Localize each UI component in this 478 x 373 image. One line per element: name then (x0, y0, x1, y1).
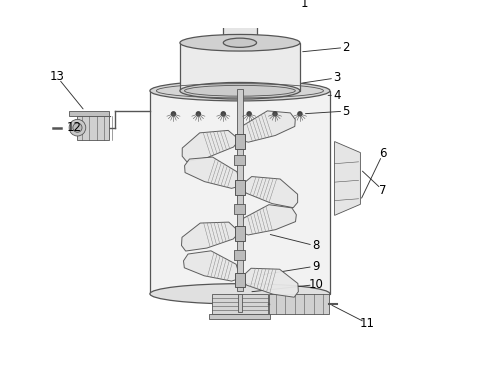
Bar (69, 111, 109, 116)
Bar (235, 226, 245, 241)
Circle shape (172, 112, 175, 116)
Ellipse shape (150, 284, 330, 304)
Circle shape (69, 119, 86, 136)
Polygon shape (184, 251, 240, 281)
Bar (212, 294, 268, 314)
Ellipse shape (180, 34, 300, 51)
Polygon shape (240, 176, 298, 208)
Ellipse shape (223, 15, 257, 24)
Polygon shape (185, 157, 240, 188)
Circle shape (221, 112, 225, 116)
Text: 7: 7 (379, 184, 387, 197)
Circle shape (196, 112, 200, 116)
Text: 4: 4 (333, 89, 341, 102)
Bar (150, 91, 330, 294)
Bar (235, 134, 245, 149)
Bar (237, 89, 243, 291)
Text: 12: 12 (66, 121, 81, 134)
Bar (235, 180, 245, 195)
Bar (234, 156, 246, 164)
Text: 5: 5 (342, 104, 350, 117)
Polygon shape (182, 222, 239, 251)
Text: 6: 6 (379, 147, 387, 160)
Bar (238, 294, 242, 312)
Text: 13: 13 (50, 70, 65, 84)
Circle shape (247, 112, 251, 116)
Text: 9: 9 (312, 260, 319, 273)
Polygon shape (239, 205, 296, 235)
Ellipse shape (180, 82, 300, 99)
Bar (270, 294, 329, 314)
Bar (234, 204, 246, 213)
Text: 8: 8 (312, 239, 319, 253)
Bar (234, 250, 246, 260)
Bar (223, 20, 257, 43)
Polygon shape (239, 111, 295, 142)
Circle shape (298, 112, 302, 116)
Text: 3: 3 (333, 71, 340, 84)
Text: 2: 2 (342, 41, 350, 54)
Polygon shape (335, 141, 360, 215)
Circle shape (73, 123, 82, 132)
Text: 10: 10 (308, 278, 323, 291)
Bar (209, 314, 271, 319)
Ellipse shape (150, 81, 330, 101)
Text: 11: 11 (360, 317, 375, 330)
Bar (235, 273, 245, 287)
Polygon shape (240, 268, 298, 297)
Text: 1: 1 (301, 0, 308, 10)
Bar (180, 43, 300, 91)
Ellipse shape (223, 38, 257, 47)
Polygon shape (182, 131, 239, 162)
Circle shape (273, 112, 277, 116)
Bar (77, 116, 109, 140)
